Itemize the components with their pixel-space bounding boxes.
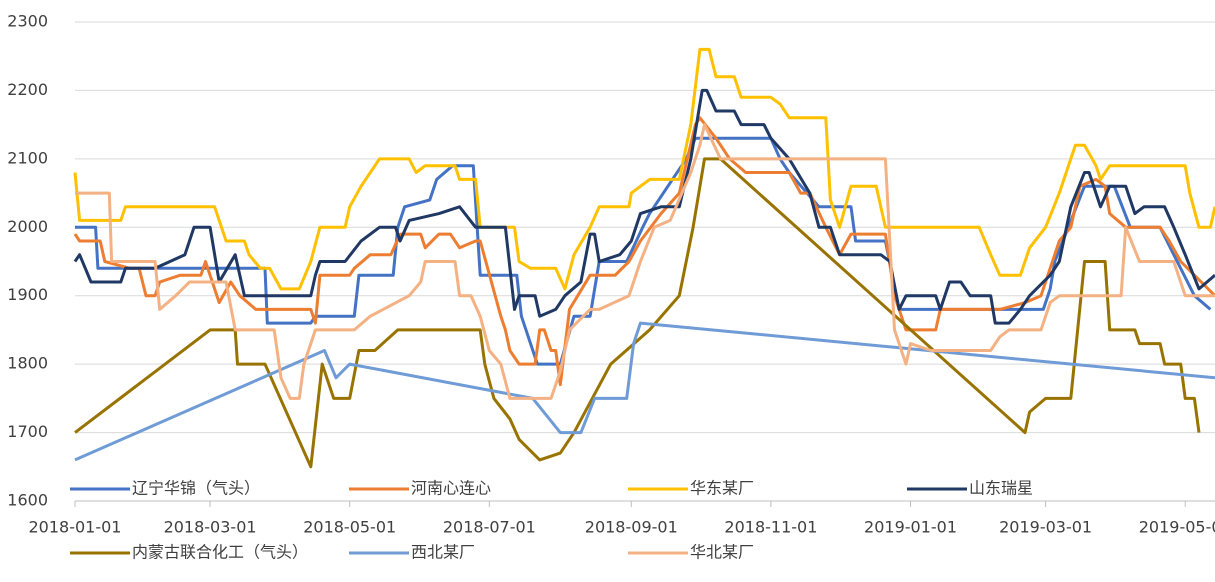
legend-label: 西北某厂 (411, 543, 475, 562)
legend-label: 华北某厂 (690, 543, 754, 562)
y-tick-label: 1600 (7, 491, 48, 510)
series-line (73, 47, 1215, 291)
series-line (73, 88, 1215, 325)
legend-label: 河南心连心 (411, 479, 491, 498)
legend-label: 山东瑞星 (969, 479, 1033, 498)
x-tick-label: 2019-03-01 (999, 518, 1092, 537)
legend-label: 辽宁华锦（气头） (132, 479, 260, 498)
legend-label: 内蒙古联合化工（气头） (132, 543, 308, 562)
x-tick-label: 2018-05-01 (303, 518, 396, 537)
legend-label: 华东某厂 (690, 479, 754, 498)
series-line (75, 123, 1215, 400)
x-tick-label: 2018-01-01 (29, 518, 122, 537)
x-tick-label: 2018-09-01 (585, 518, 678, 537)
x-tick-label: 2018-07-01 (443, 518, 536, 537)
x-tick-label: 2018-03-01 (164, 518, 257, 537)
y-tick-label: 2200 (7, 80, 48, 99)
y-tick-label: 2100 (7, 148, 48, 167)
x-tick-label: 2019-01-01 (864, 518, 957, 537)
series-line (74, 321, 1215, 462)
y-tick-label: 1800 (7, 354, 48, 373)
y-tick-label: 2000 (7, 217, 48, 236)
y-tick-label: 1900 (7, 285, 48, 304)
y-tick-label: 1700 (7, 422, 48, 441)
y-tick-label: 2300 (7, 12, 48, 31)
x-tick-label: 2018-11-01 (724, 518, 817, 537)
x-tick-label: 2019-05-01 (1139, 518, 1215, 537)
series-line (74, 157, 1201, 469)
